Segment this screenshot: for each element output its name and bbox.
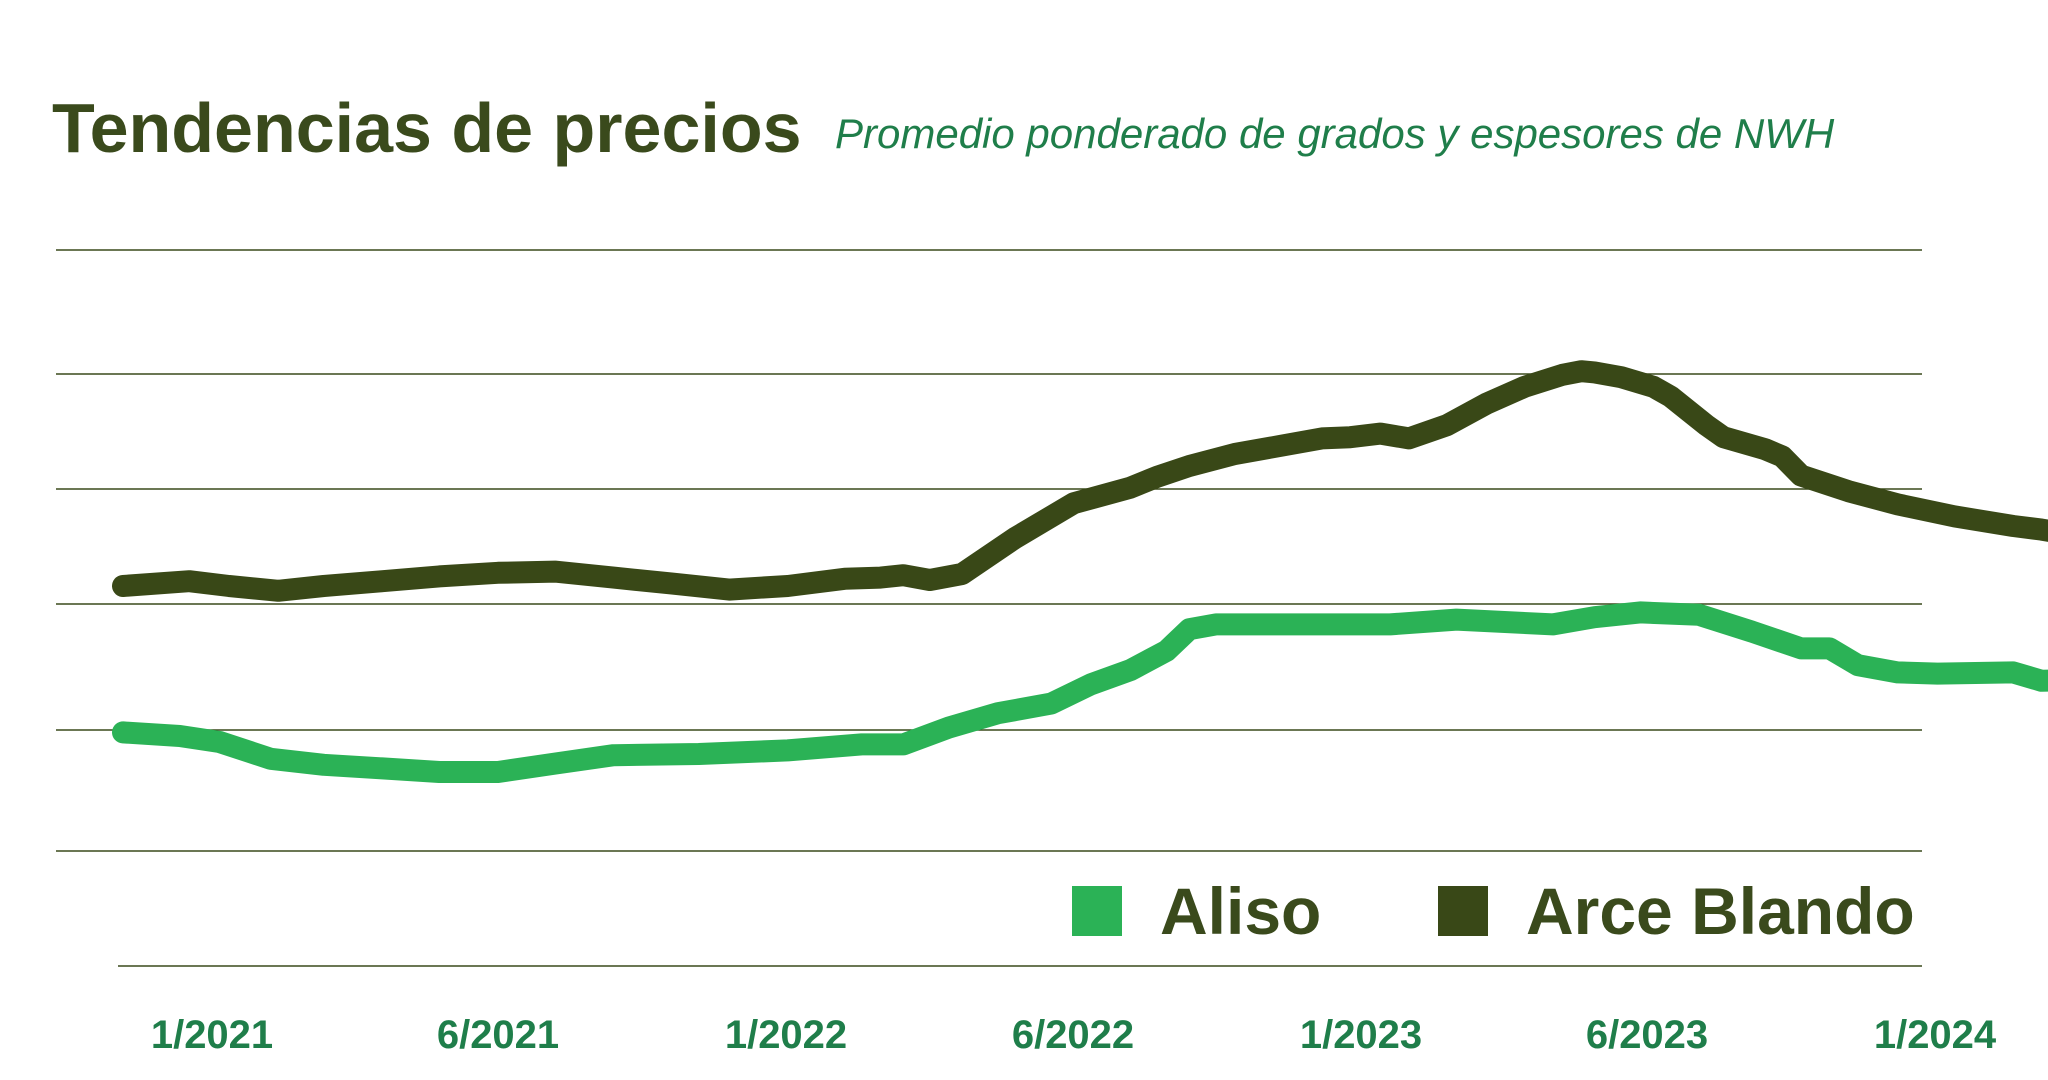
x-tick-label: 6/2023	[1586, 1013, 1708, 1057]
gridlines	[56, 249, 1922, 967]
x-tick-label: 1/2021	[151, 1013, 273, 1057]
legend-swatch-arce-blando	[1438, 886, 1488, 936]
legend-label-arce-blando: Arce Blando	[1526, 874, 1915, 948]
chart-title: Tendencias de precios	[52, 89, 802, 167]
x-tick-label: 1/2024	[1874, 1013, 1997, 1057]
x-tick-label: 1/2023	[1300, 1013, 1422, 1057]
chart-subtitle: Promedio ponderado de grados y espesores…	[835, 110, 1835, 157]
legend: Aliso Arce Blando	[1072, 874, 1915, 948]
x-tick-label: 1/2022	[725, 1013, 847, 1057]
legend-label-aliso: Aliso	[1160, 874, 1321, 948]
x-axis-tick-labels: 1/2021 6/2021 1/2022 6/2022 1/2023 6/2023 1/20…	[151, 1013, 1997, 1057]
series-line-aliso	[112, 601, 2048, 783]
series-line-arce-blando	[112, 360, 2048, 602]
x-tick-label: 6/2021	[437, 1013, 559, 1057]
legend-swatch-aliso	[1072, 886, 1122, 936]
x-tick-label: 6/2022	[1012, 1013, 1134, 1057]
series-lines	[112, 360, 2048, 783]
